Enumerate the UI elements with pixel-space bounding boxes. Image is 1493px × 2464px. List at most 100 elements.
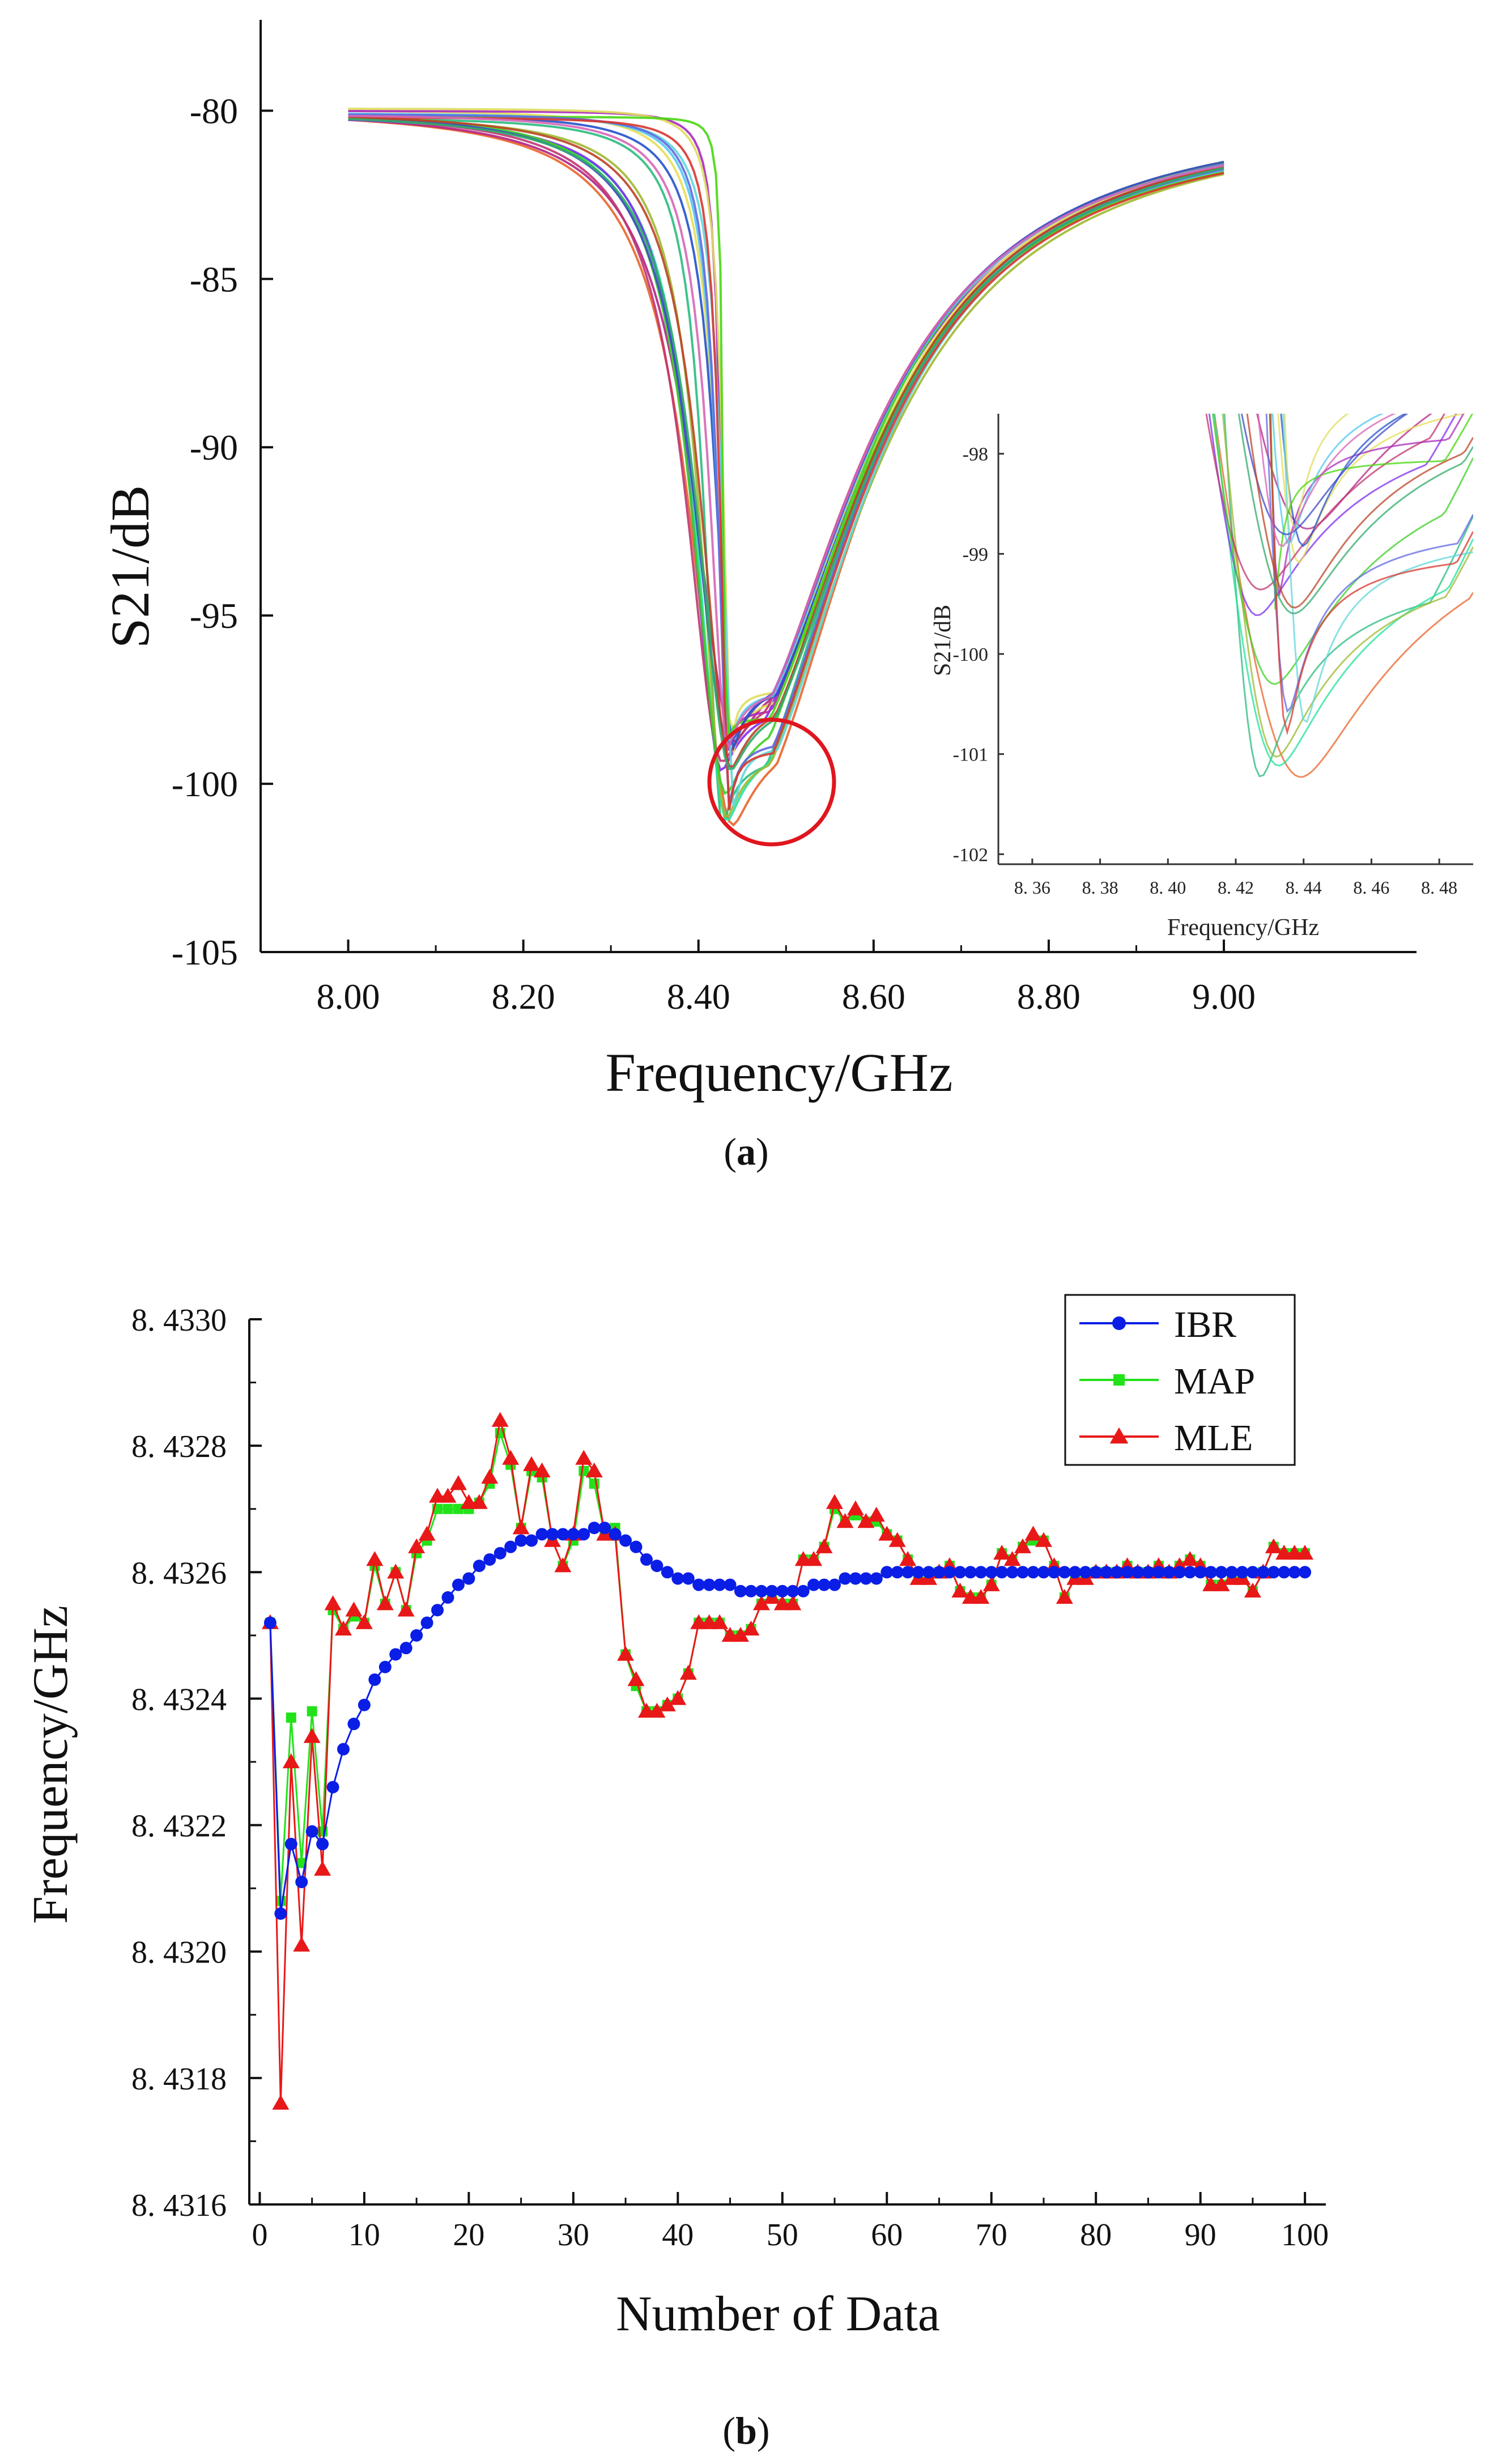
inset-s21-curve	[1277, 414, 1466, 564]
b-mle-point	[679, 1664, 697, 1680]
inset-y-tick-label: -98	[963, 444, 988, 465]
b-ibr-point	[682, 1572, 695, 1585]
panel-a: -80 -85 -90 -95 -100 -105 8.00 8.20 8.40 8.60 8.80…	[100, 20, 1473, 1173]
inset-x-tick-label: 8. 40	[1150, 877, 1186, 898]
b-ibr-point	[1006, 1566, 1019, 1579]
panel-a-caption: (a)	[724, 1130, 768, 1173]
b-ibr-point	[891, 1566, 904, 1579]
b-mle-point	[847, 1500, 864, 1515]
inset-s21-curve	[1213, 414, 1473, 767]
a-y-tick-label: -80	[190, 91, 238, 131]
b-mle-point	[627, 1671, 645, 1686]
b-ibr-point	[1236, 1566, 1249, 1579]
b-y-tick-label: 8. 4330	[131, 1303, 227, 1338]
b-ibr-point	[1246, 1566, 1259, 1579]
a-axes: -80 -85 -90 -95 -100 -105 8.00 8.20 8.40 8.60 8.80…	[172, 20, 1417, 1017]
a-s21-curve	[348, 116, 1224, 768]
b-mle-point	[867, 1506, 885, 1522]
inset-s21-curve	[1246, 414, 1473, 609]
b-ibr-point	[1048, 1566, 1061, 1579]
b-ibr-point	[305, 1825, 318, 1838]
b-ibr-point	[797, 1584, 810, 1598]
a-curve-bundle	[348, 109, 1224, 827]
a-x-axis-label: Frequency/GHz	[605, 1042, 952, 1103]
b-ibr-point	[901, 1566, 914, 1579]
b-ibr-point	[1027, 1566, 1040, 1579]
b-ibr-point	[860, 1572, 873, 1585]
b-ibr-point	[964, 1566, 977, 1579]
b-mle-point	[1213, 1576, 1230, 1591]
b-ibr-point	[274, 1907, 287, 1920]
inset-s21-curve	[1256, 414, 1433, 530]
a-x-tick-label: 8.80	[1017, 976, 1081, 1017]
b-ibr-point	[943, 1566, 956, 1579]
b-mle-point	[669, 1690, 687, 1705]
b-axes: 8. 4316 8. 4318 8. 4320 8. 4322 8. 4324 8. 43…	[131, 1303, 1329, 2253]
b-ibr-point	[1058, 1566, 1071, 1579]
b-ibr-point	[1069, 1566, 1082, 1579]
b-mle-point	[1035, 1532, 1052, 1547]
b-ibr-point	[996, 1566, 1009, 1579]
b-ibr-point	[1225, 1566, 1238, 1579]
b-mle-point	[554, 1557, 572, 1573]
inset-s21-curve	[1223, 414, 1473, 778]
b-y-axis-label: Frequency/GHz	[23, 1605, 78, 1924]
a-s21-curve	[348, 117, 1224, 770]
inset-curve-bundle	[1205, 414, 1473, 778]
b-mle-point	[376, 1595, 394, 1611]
b-ibr-point	[399, 1642, 412, 1655]
b-mle-point	[951, 1582, 969, 1598]
b-mle-point	[1244, 1582, 1261, 1598]
a-x-tick-label: 8.60	[842, 976, 905, 1017]
b-ibr-point	[870, 1572, 883, 1585]
b-mle-point	[1024, 1526, 1042, 1541]
b-ibr-point	[535, 1528, 548, 1541]
b-ibr-point	[734, 1584, 747, 1598]
b-ibr-point	[954, 1566, 967, 1579]
b-ibr-point	[504, 1540, 517, 1553]
b-ibr-point	[347, 1718, 360, 1731]
b-mle-point	[805, 1550, 823, 1566]
b-x-tick-label: 70	[976, 2217, 1007, 2253]
b-mle-point	[711, 1614, 729, 1629]
b-ibr-point	[1205, 1566, 1218, 1579]
b-ibr-point	[629, 1540, 643, 1553]
a-y-axis-label: S21/dB	[100, 485, 160, 648]
b-y-tick-label: 8. 4328	[131, 1429, 227, 1464]
b-ibr-point	[389, 1648, 402, 1661]
b-y-tick-label: 8. 4316	[131, 2188, 227, 2223]
b-legend-map-swatch-marker	[1113, 1374, 1125, 1386]
b-y-tick-label: 8. 4322	[131, 1809, 227, 1844]
inset-x-tick-label: 8. 42	[1218, 877, 1254, 898]
inset-y-tick-label: -99	[963, 544, 988, 565]
b-ibr-point	[326, 1781, 339, 1794]
b-ibr-point	[755, 1584, 768, 1598]
inset-s21-curve	[1213, 414, 1473, 778]
b-mle-point	[439, 1488, 457, 1503]
b-mle-point	[575, 1450, 593, 1465]
inset-s21-curve	[1222, 414, 1473, 758]
b-mle-point	[815, 1538, 833, 1553]
b-mle-point	[418, 1526, 436, 1541]
b-map-point	[453, 1503, 463, 1514]
b-mle-point	[1296, 1544, 1314, 1560]
inset-s21-curve	[1205, 414, 1446, 590]
b-mle-point	[523, 1456, 541, 1471]
b-mle-point	[272, 2095, 290, 2110]
b-ibr-point	[828, 1578, 841, 1591]
b-mle-point	[345, 1601, 363, 1617]
inset-s21-curve	[1265, 414, 1473, 713]
a-y-tick-label: -105	[172, 932, 238, 972]
b-ibr-point	[650, 1560, 663, 1573]
b-mle-point	[857, 1513, 875, 1528]
inset-s21-curve	[1237, 414, 1473, 615]
b-series-ibr	[263, 1522, 1312, 1920]
b-ibr-point	[1215, 1566, 1228, 1579]
b-mle-point	[982, 1576, 1000, 1591]
b-mle-point	[408, 1538, 426, 1553]
panel-b-caption: (b)	[722, 2409, 769, 2452]
a-y-tick-label: -100	[172, 764, 238, 804]
b-mle-point	[293, 1936, 310, 1952]
b-ibr-point	[263, 1616, 277, 1629]
b-ibr-point	[765, 1584, 779, 1598]
